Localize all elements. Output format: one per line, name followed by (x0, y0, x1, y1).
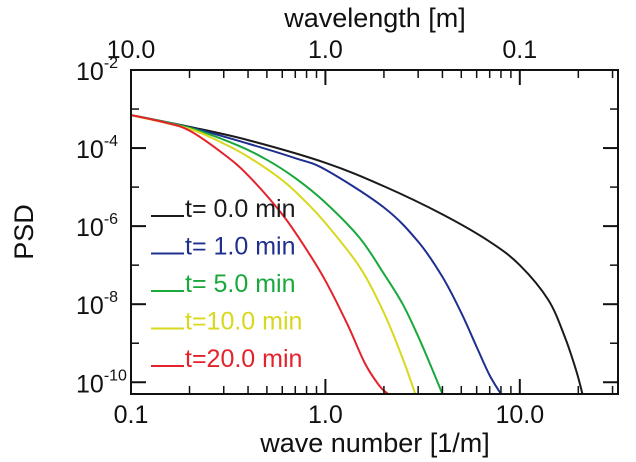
series-layer (131, 114, 584, 394)
x2-tick-label-2: 1.0 (308, 36, 343, 64)
y-tick-label-1: 10-4 (76, 133, 118, 164)
x2-tick-label-1: 10.0 (107, 36, 156, 64)
x-tick-label-1: 1.0 (308, 401, 343, 429)
x-axis-label: wave number [1/m] (259, 428, 490, 458)
legend-label-3: t=10.0 min (185, 308, 302, 336)
legend-label-2: t= 5.0 min (185, 270, 295, 298)
series-line-1 (131, 114, 502, 394)
series-line-2 (131, 114, 444, 394)
legend-label-0: t= 0.0 min (185, 195, 295, 223)
y-tick-label-0: 10-2 (76, 55, 118, 86)
legend: t= 0.0 min t= 1.0 min t= 5.0 min t=10.0 min… (151, 195, 302, 373)
y-tick-label-3: 10-8 (76, 289, 118, 320)
y-axis-label: PSD (9, 204, 39, 260)
plot-frame (130, 69, 619, 395)
x-tick-label-2: 10.0 (495, 401, 544, 429)
series-line-3 (131, 114, 417, 394)
x2-tick-label-3: 0.1 (502, 36, 537, 64)
legend-label-1: t= 1.0 min (185, 233, 295, 261)
x2-axis-label: wavelength [m] (283, 3, 466, 33)
x-tick-label-0: 0.1 (114, 401, 149, 429)
series-line-0 (131, 114, 584, 394)
legend-label-4: t=20.0 min (185, 345, 302, 373)
ticks-layer (130, 69, 618, 394)
series-line-4 (131, 114, 389, 394)
y-tick-label-2: 10-6 (76, 211, 118, 242)
y-tick-label-4: 10-10 (76, 367, 127, 398)
